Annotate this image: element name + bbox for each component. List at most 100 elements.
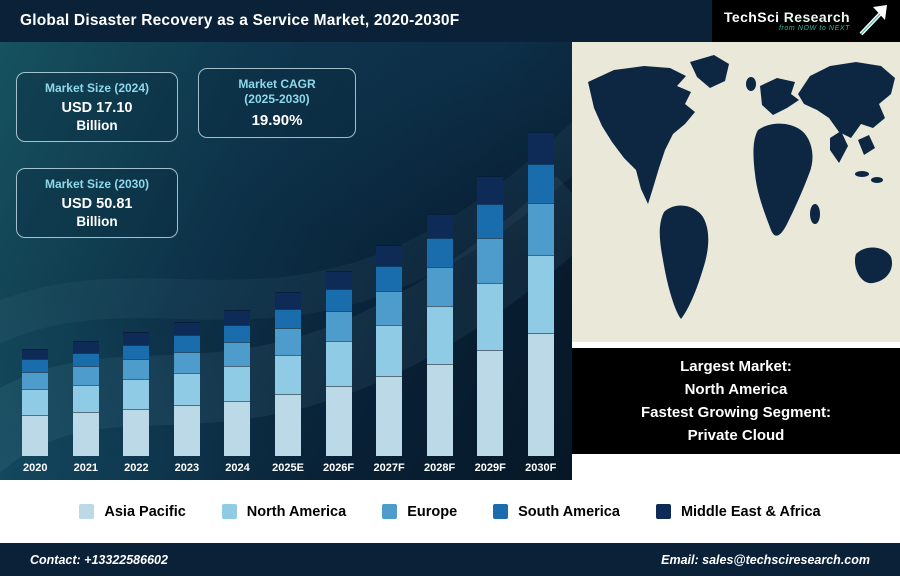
stat-sublabel: (2025-2030) — [244, 92, 310, 106]
legend-item-north-america: North America — [221, 503, 347, 520]
legend-label: Europe — [407, 503, 458, 520]
bar-segment-south-america — [22, 359, 49, 373]
stat-value: 19.90% — [251, 112, 303, 129]
bar-column-2024: 2024 — [212, 310, 263, 478]
bar-segment-south-america — [426, 238, 453, 268]
logo-brand: TechSci Research — [724, 9, 850, 25]
bar-segment-europe — [376, 291, 403, 325]
market-highlights-box: Largest Market: North America Fastest Gr… — [572, 348, 900, 454]
stacked-bar — [426, 213, 453, 456]
bar-segment-europe — [72, 366, 99, 385]
legend-item-europe: Europe — [382, 504, 457, 520]
stat-box-market-size-2024: Market Size (2024) USD 17.10 Billion — [16, 72, 178, 142]
stat-label: Market Size (2030) — [44, 177, 150, 191]
legend-item-middle-east-africa: Middle East & Africa — [655, 503, 821, 520]
bar-segment-europe — [123, 359, 150, 380]
bar-segment-middle-east-africa — [224, 310, 251, 325]
stacked-bar — [224, 310, 251, 456]
bar-segment-asia-pacific — [477, 349, 504, 456]
legend-label: North America — [246, 503, 347, 520]
bar-segment-europe — [325, 311, 352, 342]
x-axis-label: 2029F — [474, 462, 506, 474]
bar-segment-north-america — [224, 365, 251, 401]
legend-swatch — [221, 504, 237, 519]
bar-segment-middle-east-africa — [477, 176, 504, 205]
stacked-bar — [173, 322, 200, 456]
bar-segment-south-america — [224, 324, 251, 343]
bar-segment-south-america — [376, 265, 403, 292]
bar-segment-middle-east-africa — [22, 348, 49, 360]
bar-segment-north-america — [275, 354, 301, 394]
logo-brand-2: Research — [783, 8, 850, 25]
techsci-logo: TechSci Research from NOW to NEXT — [712, 0, 900, 42]
bar-column-2028F: 2028F — [414, 213, 465, 478]
legend-swatch — [382, 504, 398, 519]
bar-segment-europe — [173, 351, 200, 373]
bar-segment-europe — [426, 267, 453, 306]
x-axis-label: 2023 — [174, 462, 200, 474]
x-axis-label: 2025E — [272, 462, 304, 474]
logo-tagline: from NOW to NEXT — [778, 25, 850, 33]
legend-label: South America — [518, 503, 620, 520]
bar-segment-middle-east-africa — [275, 292, 301, 309]
bar-segment-asia-pacific — [123, 408, 150, 456]
stat-label: Market CAGR — [238, 77, 316, 91]
bar-column-2025E: 2025E — [263, 292, 314, 478]
bar-segment-asia-pacific — [173, 405, 200, 456]
footer-email: Email: sales@techsciresearch.com — [661, 552, 870, 567]
x-axis-label: 2024 — [225, 462, 250, 474]
bar-segment-asia-pacific — [325, 385, 352, 456]
bar-segment-north-america — [376, 324, 403, 376]
bar-segment-asia-pacific — [275, 393, 301, 456]
bar-column-2022: 2022 — [111, 332, 162, 478]
stat-unit: Billion — [76, 214, 118, 229]
x-axis-label: 2030F — [525, 462, 557, 474]
world-map — [572, 42, 900, 342]
bar-segment-asia-pacific — [527, 332, 554, 456]
x-axis-label: 2026F — [322, 462, 355, 474]
x-axis-label: 2027F — [373, 462, 405, 474]
logo-arrow-icon — [859, 5, 887, 36]
chart-panel: Market Size (2024) USD 17.10 Billion Mar… — [0, 42, 572, 480]
bar-segment-south-america — [123, 344, 150, 360]
bar-segment-north-america — [173, 372, 200, 406]
legend-swatch — [79, 504, 95, 519]
bar-segment-middle-east-africa — [527, 131, 554, 165]
bar-column-2023: 2023 — [162, 322, 213, 478]
bar-segment-south-america — [72, 352, 99, 367]
stat-unit: Billion — [76, 118, 118, 133]
stat-value: USD 17.10 — [61, 100, 133, 116]
bar-segment-north-america — [22, 389, 49, 416]
stat-box-market-cagr: Market CAGR (2025-2030) 19.90% — [198, 68, 356, 138]
bar-column-2020: 2020 — [10, 348, 61, 478]
bar-segment-middle-east-africa — [376, 244, 403, 266]
legend-label: Middle East & Africa — [680, 503, 821, 520]
bar-segment-north-america — [477, 282, 504, 350]
stacked-bar — [72, 341, 99, 456]
x-axis-label: 2028F — [424, 462, 456, 474]
bar-segment-asia-pacific — [426, 364, 453, 456]
bar-segment-south-america — [173, 335, 200, 352]
caption-line: North America — [684, 380, 788, 398]
stacked-bar — [527, 131, 554, 456]
stat-box-market-size-2030: Market Size (2030) USD 50.81 Billion — [16, 168, 178, 238]
legend-swatch — [655, 504, 671, 519]
bar-segment-middle-east-africa — [325, 270, 352, 290]
footer-contact: Contact: +13322586602 — [30, 552, 168, 567]
x-axis-label: 2020 — [23, 462, 48, 474]
stat-value: USD 50.81 — [61, 196, 133, 212]
logo-text: TechSci Research from NOW to NEXT — [724, 9, 850, 33]
bar-segment-europe — [527, 203, 554, 255]
bar-segment-north-america — [426, 305, 453, 365]
stacked-bar — [376, 244, 403, 456]
caption-line: Largest Market: — [680, 357, 792, 375]
bar-segment-middle-east-africa — [173, 322, 200, 336]
stacked-bar — [325, 270, 352, 456]
bar-segment-north-america — [325, 341, 352, 386]
bar-segment-asia-pacific — [376, 375, 403, 456]
bar-segment-asia-pacific — [224, 400, 251, 456]
bar-segment-north-america — [123, 379, 150, 409]
logo-brand-1: TechSci — [724, 8, 780, 25]
legend-item-asia-pacific: Asia Pacific — [79, 504, 186, 520]
